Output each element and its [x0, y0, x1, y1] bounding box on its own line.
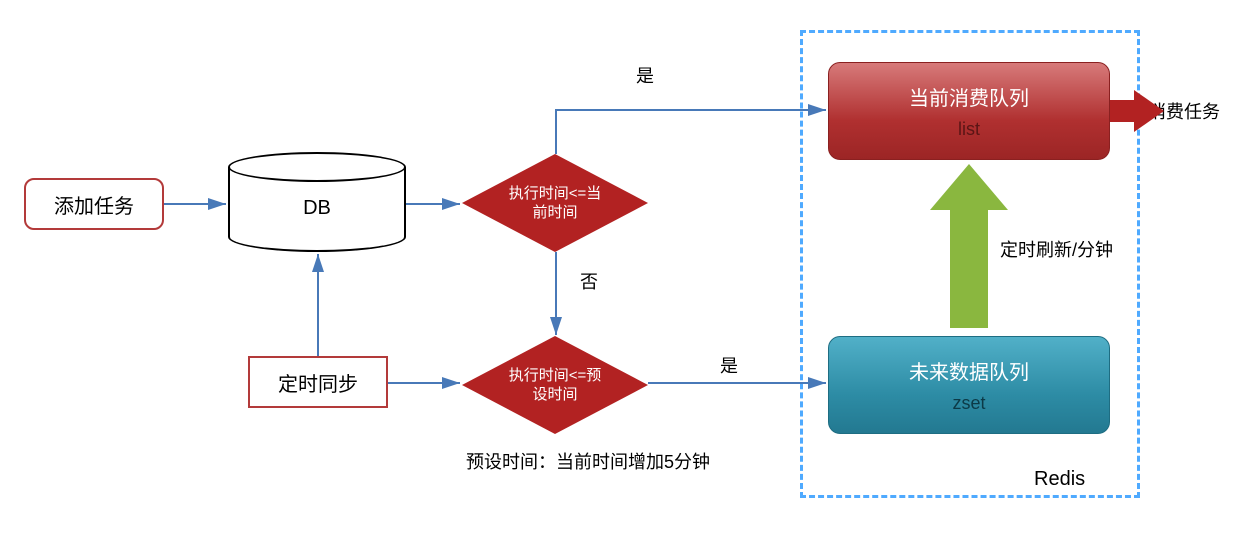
- add-task-node: 添加任务: [24, 178, 164, 230]
- redis-label: Redis: [1034, 468, 1085, 491]
- preset-label: 预设时间：当前时间增加5分钟: [466, 448, 710, 474]
- current-queue-title: 当前消费队列: [909, 82, 1029, 111]
- future-queue-subtitle: zset: [952, 393, 985, 414]
- sync-label: 定时同步: [278, 368, 358, 397]
- future-queue-title: 未来数据队列: [909, 356, 1029, 385]
- sync-node: 定时同步: [248, 356, 388, 408]
- db-node: DB: [228, 152, 406, 252]
- current-queue-subtitle: list: [958, 119, 980, 140]
- yes1-label: 是: [636, 62, 654, 88]
- future-queue-node: 未来数据队列 zset: [828, 336, 1110, 434]
- edge-decision1-currentqueue: [556, 110, 826, 154]
- add-task-label: 添加任务: [54, 190, 134, 219]
- refresh-label: 定时刷新/分钟: [1000, 236, 1113, 262]
- db-label: DB: [228, 197, 406, 220]
- decision1-node: 执行时间<=当 前时间: [462, 154, 648, 252]
- decision1-text: 执行时间<=当 前时间: [509, 184, 602, 223]
- current-queue-node: 当前消费队列 list: [828, 62, 1110, 160]
- consume-label: 消费任务: [1148, 98, 1220, 124]
- decision2-node: 执行时间<=预 设时间: [462, 336, 648, 434]
- decision2-text: 执行时间<=预 设时间: [509, 366, 602, 405]
- yes2-label: 是: [720, 352, 738, 378]
- no1-label: 否: [580, 268, 598, 294]
